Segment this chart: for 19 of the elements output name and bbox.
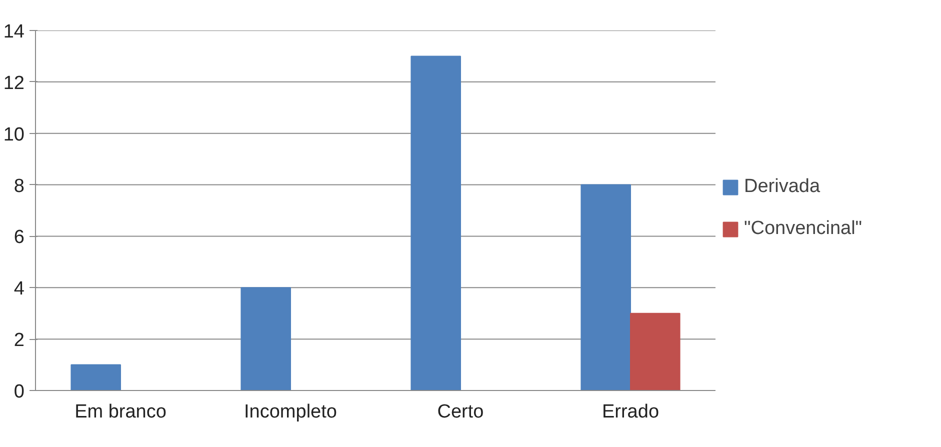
y-tick-label: 10 xyxy=(3,124,25,146)
bar xyxy=(580,184,631,390)
y-tick-label: 4 xyxy=(14,278,25,300)
x-tick-label: Certo xyxy=(437,402,484,422)
x-tick-label: Em branco xyxy=(74,402,166,422)
y-tick-label: 12 xyxy=(3,72,25,94)
y-tick-label: 6 xyxy=(14,227,25,248)
y-tick-label: 8 xyxy=(14,176,25,197)
bar xyxy=(630,312,680,390)
bar xyxy=(240,287,291,390)
bar xyxy=(70,364,121,390)
legend-label: Derivada xyxy=(744,176,820,198)
y-tick-label: 2 xyxy=(14,330,25,352)
x-tick-label: Incompleto xyxy=(244,402,337,422)
x-tick-label: Errado xyxy=(602,402,660,422)
bar xyxy=(410,56,461,390)
y-tick-label: 0 xyxy=(14,382,25,402)
legend-label: "Convencinal" xyxy=(744,218,862,240)
y-tick-label: 14 xyxy=(3,22,25,42)
